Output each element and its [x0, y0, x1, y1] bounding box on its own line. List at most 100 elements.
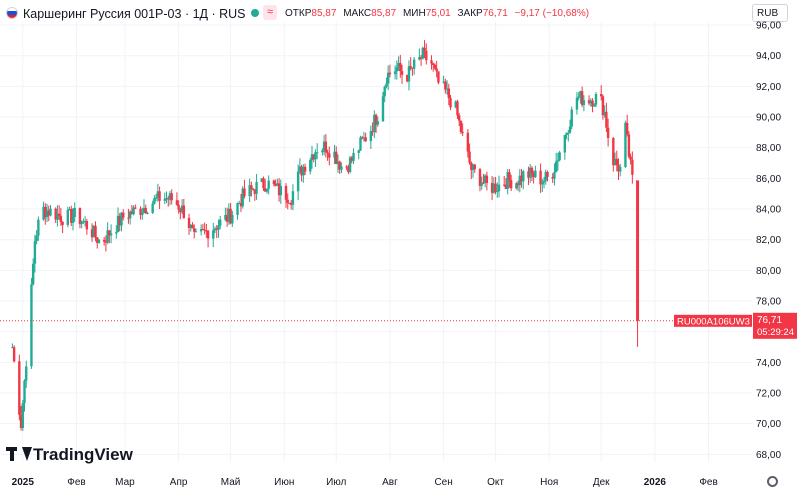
candle-body: [348, 157, 352, 172]
time-tick-label: Сен: [434, 477, 452, 488]
price-tick-label: 96,00: [756, 21, 781, 32]
price-tag-value: 76,71: [757, 315, 782, 326]
price-axis: 68,0070,0072,0074,0076,0078,0080,0082,00…: [756, 21, 781, 461]
candle-body: [575, 97, 579, 110]
candle-body: [454, 101, 457, 108]
candle-body: [224, 215, 227, 220]
candle-body: [45, 210, 49, 218]
candle-body: [423, 47, 426, 51]
candle-body: [272, 180, 276, 185]
candle-body: [482, 182, 485, 184]
candle-body: [42, 206, 45, 220]
candle-body: [277, 183, 281, 196]
time-tick-label: Авг: [382, 477, 398, 488]
time-tick-label: Мар: [115, 477, 135, 488]
candle-body: [371, 131, 374, 133]
candle-body: [407, 66, 411, 82]
candle-body: [579, 91, 582, 97]
candle-body: [624, 122, 627, 168]
candle-body: [203, 229, 206, 231]
candle-body: [288, 202, 291, 204]
time-tick-label: 2025: [12, 477, 35, 488]
candle-body: [253, 189, 257, 194]
candle-body: [419, 57, 423, 59]
settings-icon[interactable]: [767, 476, 778, 487]
currency-selector[interactable]: RUB: [752, 4, 788, 22]
wave-icon[interactable]: ≈: [263, 5, 277, 20]
candle-body: [444, 81, 447, 90]
candle-body: [362, 137, 366, 139]
candle-body: [470, 162, 473, 171]
candle-body: [520, 175, 523, 182]
price-tick-label: 74,00: [756, 358, 781, 369]
candle-body: [490, 183, 494, 193]
candle-body: [85, 221, 89, 230]
candle-body: [236, 203, 239, 215]
candle-body: [102, 239, 106, 242]
candle-body: [199, 229, 203, 232]
candle-body: [435, 68, 438, 72]
candle-body: [201, 229, 205, 231]
candle-body: [219, 219, 222, 226]
candle-body: [56, 213, 59, 220]
candle-body: [255, 181, 258, 194]
candle-body: [309, 160, 312, 172]
candle-body: [179, 209, 182, 213]
symbol-title[interactable]: Каршеринг Руссия 001Р-03 · 1Д · RUS: [23, 7, 246, 21]
candle-body: [175, 200, 179, 205]
candle-body: [373, 114, 376, 133]
ohlc-open-label: ОТКР: [285, 8, 312, 19]
candle-body: [82, 221, 85, 223]
candle-series: [11, 40, 640, 431]
candle-body: [397, 62, 400, 68]
candle-body: [528, 167, 532, 178]
price-tick-label: 86,00: [756, 174, 781, 185]
candle-body: [532, 173, 535, 178]
candle-body: [563, 134, 567, 153]
chart-header: Каршеринг Руссия 001Р-03 · 1Д · RUS ≈ ОТ…: [0, 0, 800, 28]
candle-body: [238, 203, 241, 205]
ohlc-high-label: МАКС: [343, 8, 372, 19]
time-tick-label: 2026: [644, 477, 667, 488]
ticker-tag-label: RU000A106UW3: [677, 316, 750, 327]
candle-body: [30, 284, 33, 367]
candle-body: [80, 221, 83, 224]
candle-body: [534, 170, 537, 178]
candle-body: [627, 134, 631, 157]
candle-body: [605, 111, 608, 128]
candle-body: [156, 191, 160, 198]
candle-body: [90, 229, 94, 238]
candle-body: [383, 86, 386, 97]
candle-body: [151, 203, 154, 213]
ohlc-low-value: 75,01: [425, 8, 451, 19]
candle-body: [141, 212, 144, 215]
candle-body: [542, 180, 546, 183]
candle-body: [530, 167, 534, 174]
candle-body: [134, 207, 137, 209]
candle-body: [106, 230, 109, 243]
candle-body: [418, 57, 421, 60]
candle-body: [506, 172, 509, 189]
candle-body: [37, 219, 40, 236]
price-tick-label: 90,00: [756, 113, 781, 124]
candle-body: [298, 166, 302, 172]
price-tick-label: 88,00: [756, 143, 781, 154]
candle-body: [412, 59, 416, 69]
ticker-tag-box: [674, 314, 752, 327]
tradingview-logo-text: TradingView: [33, 445, 133, 464]
candle-body: [168, 193, 172, 200]
candle-body: [315, 152, 319, 154]
russia-flag-icon: [6, 7, 18, 19]
candle-body: [217, 225, 220, 230]
candle-body: [215, 228, 218, 230]
candle-body: [286, 199, 289, 203]
candle-body: [142, 207, 146, 213]
candle-body: [167, 198, 170, 200]
candle-body: [314, 152, 317, 160]
candle-body: [144, 207, 147, 214]
candle-body: [260, 178, 263, 182]
candle-body: [553, 172, 556, 179]
candle-body: [350, 157, 354, 161]
time-tick-label: Дек: [593, 477, 610, 488]
